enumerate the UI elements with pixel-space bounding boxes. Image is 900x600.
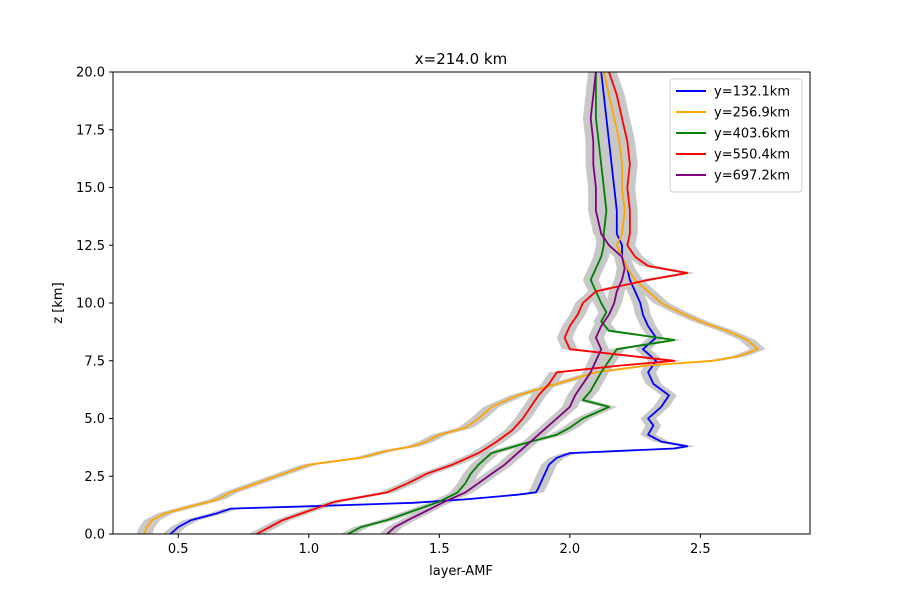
y-tick-label-8: 20.0: [76, 66, 105, 81]
legend-frame: [669, 78, 803, 193]
legend: y=132.1km y=256.9km y=403.6km y=550.4km y=69…: [669, 78, 803, 193]
y-tick-label-5: 12.5: [76, 239, 105, 254]
series-line-0: [169, 71, 689, 535]
series-lines: [143, 71, 759, 535]
x-axis-ticks: 0.5 1.0 1.5 2.0 2.5: [168, 534, 711, 557]
x-tick-label-2: 1.5: [429, 542, 450, 557]
x-axis-label: layer-AMF: [429, 564, 493, 579]
y-tick-label-4: 10.0: [76, 297, 105, 312]
x-tick-label-3: 2.0: [559, 542, 580, 557]
y-tick-label-0: 0.0: [84, 528, 105, 543]
y-tick-label-2: 5.0: [84, 412, 105, 427]
y-tick-label-6: 15.0: [76, 181, 105, 196]
series-line-3: [256, 71, 689, 535]
legend-entry-3: y=550.4km: [714, 148, 790, 163]
series-line-2: [347, 72, 676, 535]
legend-entry-1: y=256.9km: [714, 106, 790, 121]
y-tick-label-7: 17.5: [76, 123, 105, 138]
y-axis-label: z [km]: [51, 282, 66, 323]
legend-entry-0: y=132.1km: [714, 85, 790, 100]
series-line-4: [386, 71, 626, 535]
chart-title: x=214.0 km: [415, 50, 507, 68]
x-tick-label-4: 2.5: [690, 542, 711, 557]
y-axis-ticks: 0.0 2.5 5.0 7.5 10.0 12.5 15.0 17.5 20.0: [76, 66, 113, 543]
legend-entry-4: y=697.2km: [714, 169, 790, 184]
x-tick-label-0: 0.5: [168, 542, 189, 557]
y-tick-label-1: 2.5: [84, 470, 105, 485]
legend-entry-2: y=403.6km: [714, 127, 790, 142]
y-tick-label-3: 7.5: [84, 354, 105, 369]
series-line-1: [143, 71, 759, 535]
x-tick-label-1: 1.0: [298, 542, 319, 557]
